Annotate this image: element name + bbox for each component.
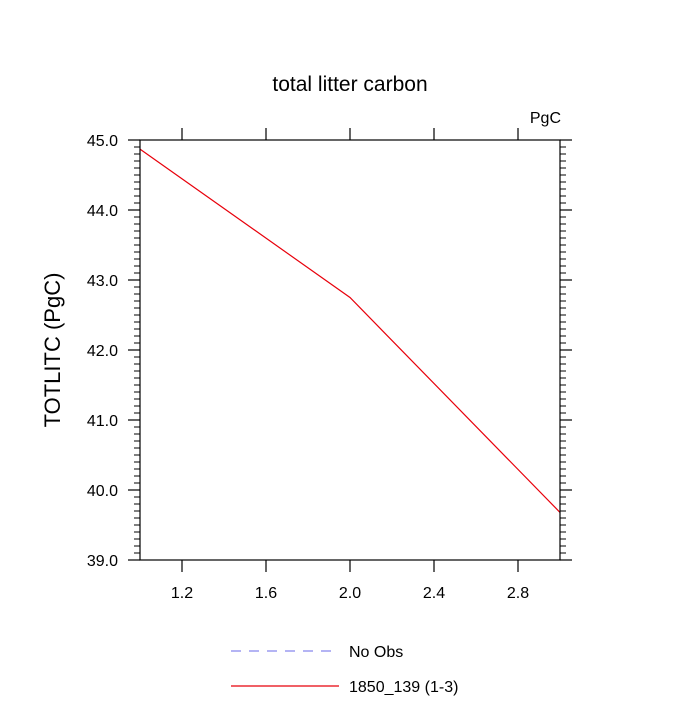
y-tick-label: 43.0 xyxy=(87,273,118,290)
y-tick-label: 39.0 xyxy=(87,553,118,570)
y-tick-label: 44.0 xyxy=(87,203,118,220)
plot-frame xyxy=(139,139,561,561)
x-tick-label: 2.4 xyxy=(423,585,445,602)
plot-series xyxy=(139,148,561,513)
series-line-1 xyxy=(139,148,561,513)
y-tick-label: 42.0 xyxy=(87,343,118,360)
legend: No Obs 1850_139 (1-3) xyxy=(231,644,458,696)
chart-title: total litter carbon xyxy=(272,73,427,96)
y-axis-label: TOTLITC (PgC) xyxy=(40,273,65,428)
x-tick-label: 2.0 xyxy=(339,585,361,602)
legend-label-0: No Obs xyxy=(349,644,403,661)
units-label: PgC xyxy=(530,110,561,127)
x-tick-label: 2.8 xyxy=(507,585,529,602)
axis-ticks xyxy=(128,128,572,572)
axis-tick-labels: 1.2 1.6 2.0 2.4 2.8 39.0 40.0 41.0 42.0 43.0 44.0 4… xyxy=(87,133,529,602)
y-tick-label: 41.0 xyxy=(87,413,118,430)
legend-label-1: 1850_139 (1-3) xyxy=(349,679,458,696)
x-tick-label: 1.2 xyxy=(171,585,193,602)
y-tick-label: 45.0 xyxy=(87,133,118,150)
y-tick-label: 40.0 xyxy=(87,483,118,500)
x-tick-label: 1.6 xyxy=(255,585,277,602)
